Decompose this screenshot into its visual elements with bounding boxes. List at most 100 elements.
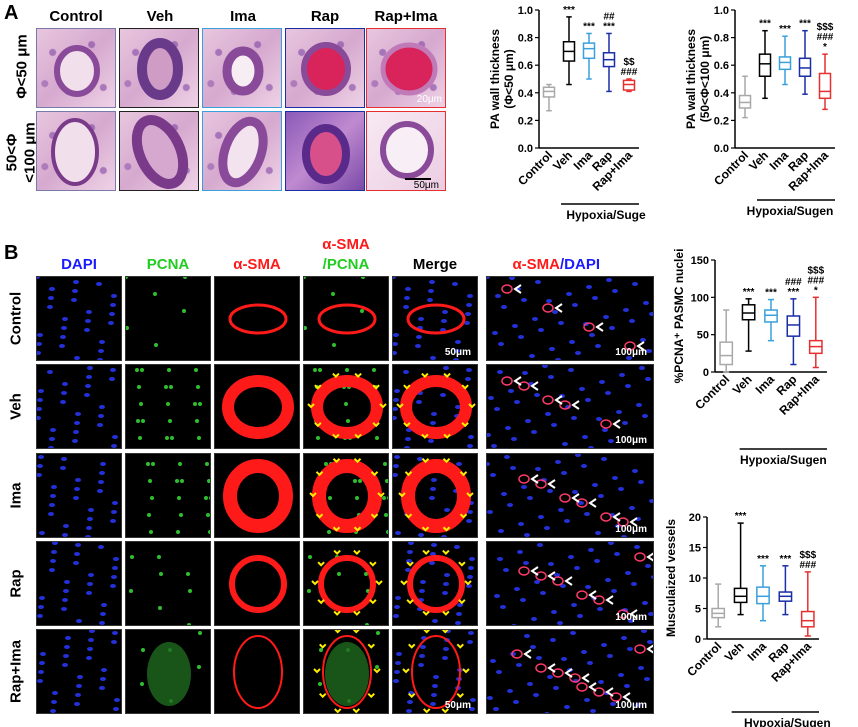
fluor-image-veh-col1 <box>36 364 122 449</box>
y-tick-label: 0.6 <box>518 60 533 72</box>
fluor-image-rap-col4 <box>303 541 389 626</box>
fluor-image-veh-col2 <box>125 364 211 449</box>
col-label-rap: Rap <box>310 8 340 25</box>
iqr-box <box>756 586 770 605</box>
significance-label: *** <box>603 21 615 32</box>
fluor-image-rap-col6: 100μm <box>486 541 654 626</box>
fluor-image-control-col2 <box>125 276 211 361</box>
x-tick-label: Veh <box>730 372 755 397</box>
box-rap: ***## <box>602 11 616 93</box>
y-tick-label: 100 <box>691 292 709 304</box>
scale-bar-100um: 100μm <box>615 435 647 446</box>
y-tick-label: 1.0 <box>714 5 729 17</box>
significance-label: $$$ <box>799 550 816 561</box>
box-veh: *** <box>758 19 772 100</box>
scale-bar-100um: 100μm <box>615 347 647 358</box>
x-tick-label: Ima <box>753 372 778 397</box>
panel-a-letter: A <box>4 2 19 24</box>
significance-label: ### <box>799 560 816 571</box>
iqr-box <box>786 315 801 337</box>
row-label-medium-vessel-line1: 50<Φ <box>3 133 21 172</box>
col-label-control: Control <box>49 8 103 25</box>
significance-label: $$ <box>623 57 635 68</box>
group-label: Hypoxia/Sugen <box>744 716 831 727</box>
he-image-ima-small <box>202 28 282 108</box>
y-tick-label: 0.8 <box>518 33 533 45</box>
significance-label: *** <box>780 554 792 565</box>
chart-wall-thickness-medium: 0.0 0.2 0.4 0.6 0.8 1.0 PA wall thickness (50<Φ… <box>684 5 835 218</box>
y-axis-label-2: (50<Φ<100 μm) <box>698 36 712 123</box>
significance-label: *** <box>743 287 755 298</box>
row-label-veh: Veh <box>7 393 25 420</box>
panel-b-letter: B <box>4 242 19 264</box>
fluor-image-ima-col6: 100μm <box>486 453 654 538</box>
he-image-veh-small <box>119 28 199 108</box>
row-label-rap: Rap <box>7 569 25 598</box>
fluor-image-ima-col4 <box>303 453 389 538</box>
group-label: Hypoxia/Sugen <box>740 453 827 467</box>
significance-label: ## <box>603 11 615 22</box>
box-rap-ima: ###$$$ <box>799 550 817 637</box>
x-tick-label: Ima <box>767 148 792 173</box>
significance-label: *** <box>583 21 595 32</box>
fluor-image-control-col5: 50μm <box>392 276 478 361</box>
y-tick-label: 0.4 <box>714 88 730 100</box>
fluor-image-rap-ima-col3 <box>214 629 300 714</box>
significance-label: *** <box>757 554 769 565</box>
fluor-image-rap-col5 <box>392 541 478 626</box>
box-veh: *** <box>733 511 748 616</box>
significance-label: $$$ <box>807 265 824 276</box>
box-control <box>738 75 752 119</box>
x-tick-label: Veh <box>722 639 747 664</box>
box-control <box>711 583 726 628</box>
col-label-asma-pcna-1: α-SMA <box>322 236 370 253</box>
fluor-image-rap-ima-col1 <box>36 629 122 714</box>
significance-label: *** <box>563 5 575 16</box>
box-control <box>542 83 556 112</box>
col-label-asma-pcna-2: /PCNA <box>322 256 370 273</box>
fluor-image-ima-col1 <box>36 453 122 538</box>
col-label-ima: Ima <box>230 8 256 25</box>
fluor-image-veh-col3 <box>214 364 300 449</box>
group-label: Hypoxia/Suge <box>566 208 646 222</box>
he-image-rap-medium <box>285 111 365 191</box>
box-ima: *** <box>764 288 778 342</box>
iqr-box <box>719 341 734 366</box>
fluor-image-ima-col3 <box>214 453 300 538</box>
fluor-image-rap-col1 <box>36 541 122 626</box>
box-rap: *** <box>798 19 812 95</box>
y-tick-label: 0 <box>695 634 701 646</box>
box-ima: *** <box>778 24 792 86</box>
iqr-box <box>818 72 832 100</box>
he-image-veh-medium <box>119 111 199 191</box>
box-veh: *** <box>741 287 756 352</box>
significance-label: *** <box>779 24 791 35</box>
col-label-pcna: PCNA <box>146 256 190 273</box>
chart-pcna-nuclei: 0 50 100 150 %PCNA⁺ PASMC nuclei Control *** Ve… <box>672 249 827 467</box>
scale-bar-line-bottom <box>405 178 431 180</box>
scale-bar-100um: 100μm <box>615 524 647 535</box>
row-label-control: Control <box>7 291 25 346</box>
row-label-rap-ima: Rap+Ima <box>7 640 25 703</box>
iqr-box <box>800 610 815 628</box>
significance-label: *** <box>735 511 747 522</box>
box-rap: *** <box>778 554 793 616</box>
fluor-image-rap-col2 <box>125 541 211 626</box>
chart-muscularized-vessels: 0 5 10 15 20 Musculaized vessels Control *** Veh… <box>664 511 831 727</box>
scale-bar-label-top: 20μm <box>416 94 442 105</box>
x-tick-label: Ima <box>745 639 770 664</box>
he-image-ima-medium <box>202 111 282 191</box>
scale-bar-50um: 50μm <box>444 347 471 358</box>
box-rap-ima: ###$$ <box>621 57 638 93</box>
group-label: Hypoxia/Sugen <box>747 204 834 218</box>
fluor-image-rap-col3 <box>214 541 300 626</box>
he-image-rap-ima-small: 20μm <box>366 28 446 108</box>
y-tick-label: 5 <box>695 604 701 616</box>
x-tick-label: Control <box>684 639 724 679</box>
col-label-veh: Veh <box>146 8 174 25</box>
chart-wall-thickness-small: 0.0 0.2 0.4 0.6 0.8 1.0 PA wall thickness (Φ<50… <box>488 5 646 222</box>
box-veh: *** <box>562 5 576 86</box>
box-control <box>719 309 734 373</box>
y-tick-label: 0.8 <box>714 33 729 45</box>
y-tick-label: 10 <box>689 573 701 585</box>
